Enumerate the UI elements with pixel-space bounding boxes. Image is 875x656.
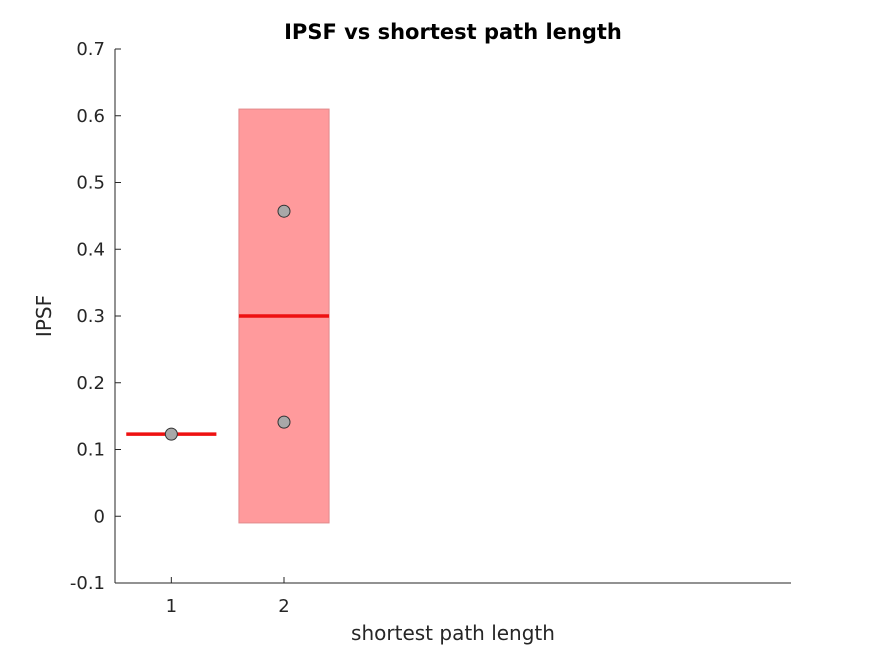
x-tick-label: 1 bbox=[166, 596, 177, 617]
y-tick-label: 0.1 bbox=[76, 440, 105, 461]
chart-title: IPSF vs shortest path length bbox=[284, 20, 622, 44]
y-tick-label: 0.6 bbox=[76, 106, 105, 127]
y-tick-label: -0.1 bbox=[70, 573, 105, 594]
plot-area: -0.1 0 0.1 0.2 0.3 0.4 0.5 0.6 0.7 1 2 bbox=[70, 39, 791, 617]
data-point-1-1 bbox=[164, 427, 178, 441]
y-tick-label: 0.7 bbox=[76, 39, 105, 60]
y-tick-label: 0.2 bbox=[76, 373, 105, 394]
y-tick-label: 0.3 bbox=[76, 306, 105, 327]
x-axis-label: shortest path length bbox=[351, 621, 555, 645]
y-tick-label: 0.4 bbox=[76, 239, 105, 260]
x-tick-label: 2 bbox=[278, 596, 289, 617]
y-tick-label: 0 bbox=[94, 506, 105, 527]
data-point-2-2 bbox=[277, 415, 291, 429]
y-axis-label: IPSF bbox=[32, 295, 56, 337]
data-point-2-1 bbox=[277, 204, 291, 218]
y-tick-label: 0.5 bbox=[76, 173, 105, 194]
